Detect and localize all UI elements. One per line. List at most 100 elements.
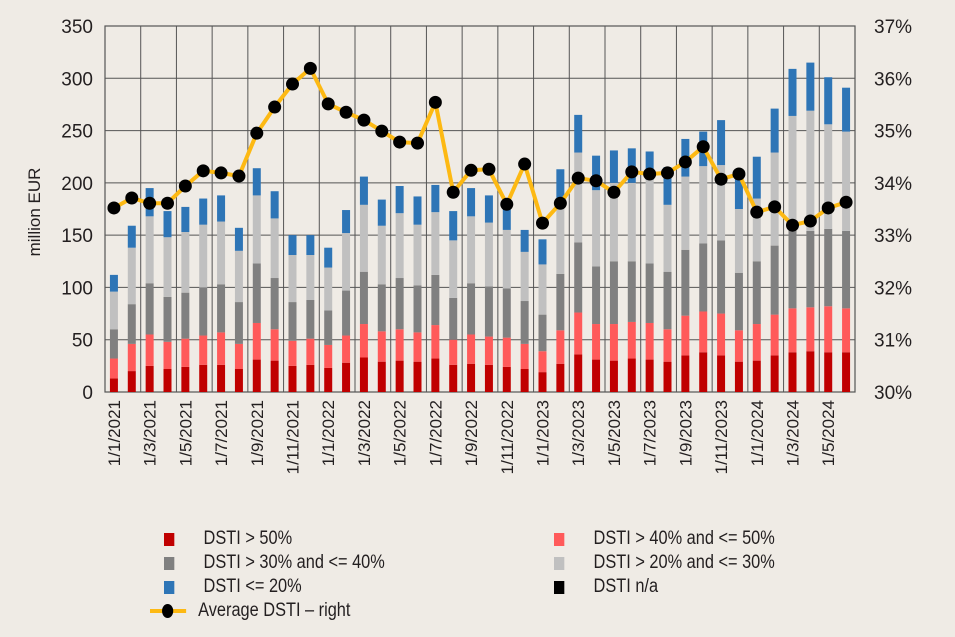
bar-stack — [770, 108, 779, 392]
bar-segment — [252, 322, 261, 360]
bar-segment — [234, 250, 243, 303]
bar-segment — [502, 337, 511, 367]
x-tick-label: 1/1/2023 — [534, 400, 553, 466]
bar-segment — [359, 176, 368, 205]
y2-tick-label: 34% — [874, 174, 912, 195]
bar-segment — [467, 363, 476, 392]
bar-segment — [788, 228, 797, 309]
bar-segment — [288, 340, 297, 366]
average-dsti-point — [750, 205, 764, 219]
bar-stack — [288, 235, 297, 392]
bar-segment — [806, 62, 815, 111]
bar-segment — [181, 366, 190, 392]
bar-segment — [181, 206, 190, 233]
average-dsti-point — [125, 191, 139, 205]
average-dsti-point — [553, 196, 567, 210]
legend-item-dsti-40-50: DSTI > 40% and <= 50% — [554, 528, 775, 550]
bar-segment — [181, 232, 190, 293]
bar-segment — [199, 287, 208, 336]
bar-segment — [127, 225, 136, 248]
average-dsti-point — [178, 179, 192, 193]
bar-segment — [395, 185, 404, 214]
x-tick-label: 1/11/2022 — [498, 400, 517, 474]
bar-segment — [663, 167, 672, 205]
average-dsti-point — [428, 95, 442, 109]
bar-segment — [234, 227, 243, 251]
bar-stack — [752, 156, 761, 392]
bar-segment — [520, 343, 529, 369]
bar-segment — [627, 358, 636, 392]
bar-stack — [556, 169, 565, 392]
bar-stack — [324, 247, 333, 392]
bar-stack — [109, 274, 118, 392]
x-tick-label: 1/1/2022 — [319, 400, 338, 466]
bar-segment — [431, 358, 440, 392]
legend-swatch-icon — [554, 580, 565, 594]
bar-segment — [324, 367, 333, 392]
bar-segment — [127, 343, 136, 372]
bar-segment — [520, 251, 529, 302]
legend-label: DSTI > 20% and <= 30% — [593, 552, 775, 573]
bar-segment — [217, 284, 226, 333]
bar-segment — [556, 204, 565, 274]
bar-segment — [520, 368, 529, 392]
bar-segment — [734, 209, 743, 273]
bar-segment — [538, 372, 547, 392]
bar-stack — [395, 185, 404, 392]
legend-item-dsti-gt-50: DSTI > 50% — [164, 528, 292, 550]
bar-segment — [609, 261, 618, 325]
bar-segment — [467, 283, 476, 335]
average-dsti-point — [375, 124, 389, 138]
bar-segment — [734, 361, 743, 392]
bar-segment — [199, 335, 208, 365]
bar-segment — [359, 324, 368, 358]
bar-segment — [609, 360, 618, 392]
bar-segment — [163, 211, 172, 238]
bar-stack — [842, 87, 851, 392]
bar-segment — [342, 362, 351, 392]
bar-segment — [449, 211, 458, 241]
average-dsti-point — [678, 155, 692, 169]
bar-segment — [324, 267, 333, 311]
bar-segment — [842, 230, 851, 309]
bar-segment — [574, 312, 583, 355]
bar-segment — [574, 152, 583, 243]
bar-stack — [806, 62, 815, 392]
bar-segment — [467, 188, 476, 217]
bar-segment — [538, 314, 547, 352]
bar-stack — [270, 191, 279, 392]
bar-segment — [484, 195, 493, 223]
bar-segment — [609, 182, 618, 262]
average-dsti-point — [643, 167, 657, 181]
legend-item-average-dsti: Average DSTI – right — [150, 600, 350, 622]
bar-stack — [431, 184, 440, 392]
bar-segment — [324, 344, 333, 368]
average-dsti-point — [303, 61, 317, 75]
bar-segment — [717, 355, 726, 392]
average-dsti-point — [536, 216, 549, 230]
bar-segment — [127, 304, 136, 344]
average-dsti-point — [107, 201, 121, 215]
bar-segment — [342, 210, 351, 234]
x-axis-ticks: 1/1/2021 1/3/2021 1/5/2021 1/7/2021 1/9/2021… — [105, 400, 838, 474]
bar-segment — [181, 338, 190, 367]
y2-tick-label: 32% — [874, 278, 912, 299]
bar-segment — [681, 249, 690, 316]
bar-segment — [377, 361, 386, 392]
x-tick-label: 1/9/2022 — [462, 400, 481, 466]
legend: DSTI > 50% DSTI > 30% and <= 40% DSTI <=… — [0, 522, 955, 632]
bar-segment — [449, 364, 458, 392]
bar-segment — [377, 331, 386, 362]
bar-segment — [645, 359, 654, 392]
legend-swatch-icon — [554, 556, 565, 570]
bar-segment — [431, 184, 440, 213]
bar-stack — [645, 151, 654, 392]
bar-segment — [413, 285, 422, 333]
bar-segment — [752, 360, 761, 392]
bar-segment — [788, 68, 797, 116]
bar-segment — [770, 355, 779, 392]
legend-swatch-icon — [554, 532, 565, 546]
average-dsti-point — [464, 163, 478, 177]
bar-segment — [145, 283, 154, 335]
average-dsti-point — [393, 135, 407, 149]
